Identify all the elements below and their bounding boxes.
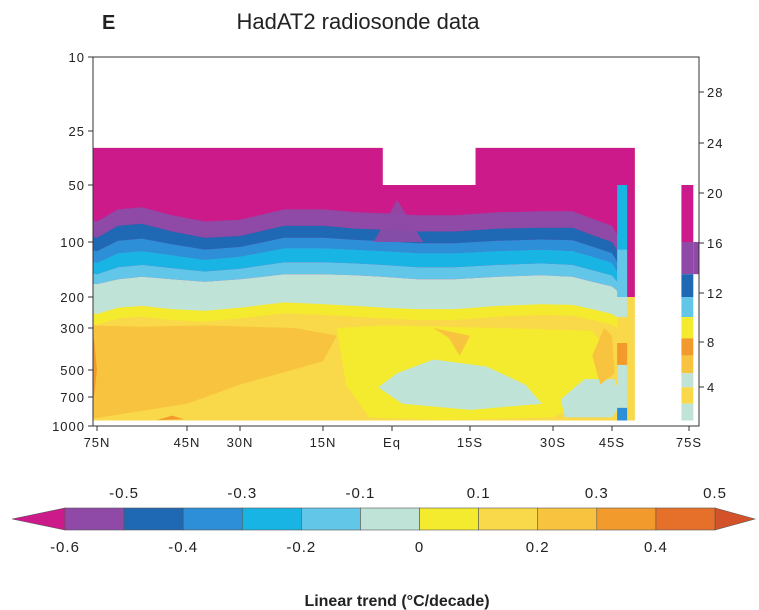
x-tick-label: 75N bbox=[84, 435, 111, 450]
panel-label: E bbox=[102, 12, 115, 34]
strip-75s-6 bbox=[681, 355, 694, 374]
edge-strip-1 bbox=[617, 249, 628, 297]
patch-gold-nh bbox=[93, 325, 337, 419]
colorbar-top-label: 0.1 bbox=[467, 485, 491, 502]
y-right-tick-label: 8 bbox=[707, 335, 715, 350]
colorbar-bottom-label: 0.2 bbox=[526, 539, 550, 556]
colorbar-swatch bbox=[419, 507, 479, 531]
right-altitude-axis: 28 24 20 16 12 8 4 bbox=[699, 85, 723, 395]
strip-75s-9 bbox=[681, 403, 694, 421]
strip-75s-1 bbox=[681, 242, 694, 275]
edge-strip-5 bbox=[617, 364, 628, 408]
edge-strip-0 bbox=[617, 185, 628, 250]
y-right-tick-label: 4 bbox=[707, 380, 715, 395]
y-left-tick-label: 200 bbox=[60, 290, 85, 305]
strip-75s-7 bbox=[681, 373, 694, 388]
band-light-blue bbox=[93, 262, 625, 297]
colorbar-swatch bbox=[182, 507, 243, 531]
edge-strip-2 bbox=[617, 297, 628, 318]
colorbar-swatch bbox=[596, 507, 657, 531]
patch-orange-75n bbox=[93, 338, 97, 398]
colorbar-swatch bbox=[64, 507, 125, 531]
x-tick-label: 30S bbox=[540, 435, 566, 450]
colorbar-arrow-left bbox=[11, 507, 66, 531]
trend-field bbox=[93, 147, 699, 421]
colorbar-swatch bbox=[241, 507, 302, 531]
colorbar-swatch bbox=[123, 507, 184, 531]
band-yellow bbox=[93, 302, 625, 334]
strip-75s-edge bbox=[693, 242, 699, 275]
edge-strip-3 bbox=[617, 317, 628, 343]
patch-orange-nh-base bbox=[157, 415, 184, 421]
colorbar-swatch bbox=[360, 507, 420, 531]
colorbar-bottom-labels: -0.6-0.4-0.200.20.40.6 bbox=[50, 539, 668, 556]
strip-75s-8 bbox=[681, 387, 694, 404]
x-tick-label: Eq bbox=[383, 435, 401, 450]
colorbar-bottom-label: 0 bbox=[415, 539, 424, 556]
y-right-tick-label: 20 bbox=[707, 186, 723, 201]
strip-75s-5 bbox=[681, 338, 694, 356]
band-mint bbox=[93, 274, 625, 323]
band-cyan bbox=[93, 248, 625, 291]
colorbar-swatch bbox=[655, 507, 716, 531]
x-tick-label: 75S bbox=[676, 435, 702, 450]
colorbar-arrow-right bbox=[714, 507, 757, 531]
mask-top bbox=[94, 58, 698, 148]
y-right-tick-label: 28 bbox=[707, 85, 723, 100]
x-tick-label: 30N bbox=[227, 435, 254, 450]
strip-75s-0 bbox=[681, 185, 694, 242]
y-left-tick-label: 500 bbox=[60, 363, 85, 378]
patch-gold-eq bbox=[433, 328, 470, 356]
y-left-tick-label: 25 bbox=[69, 124, 85, 139]
y-right-tick-label: 12 bbox=[707, 286, 723, 301]
colorbar-top-label: 0.3 bbox=[585, 485, 609, 502]
y-left-tick-label: 10 bbox=[69, 50, 85, 65]
y-right-tick-label: 16 bbox=[707, 236, 723, 251]
x-tick-label: 15S bbox=[457, 435, 483, 450]
strip-75s-4 bbox=[681, 317, 694, 339]
colorbar-top-label: -0.5 bbox=[109, 485, 139, 502]
patch-mint-eq bbox=[378, 359, 542, 410]
x-tick-label: 45N bbox=[174, 435, 201, 450]
y-left-tick-label: 50 bbox=[69, 178, 85, 193]
colorbar-top-labels: -0.5 -0.3 -0.1 0.1 0.3 0.5 bbox=[109, 485, 727, 502]
colorbar-top-label: -0.3 bbox=[227, 485, 257, 502]
colorbar-top-label: -0.1 bbox=[346, 485, 376, 502]
strip-75s-3 bbox=[681, 297, 694, 318]
colorbar-bottom-label: 0.4 bbox=[644, 539, 668, 556]
y-left-tick-label: 100 bbox=[60, 235, 85, 250]
mask-bottom bbox=[94, 420, 698, 425]
y-right-tick-label: 24 bbox=[707, 136, 723, 151]
strip-75s-2 bbox=[681, 274, 694, 297]
y-left-tick-label: 1000 bbox=[52, 419, 85, 434]
colorbar-bottom-label: -0.2 bbox=[286, 539, 316, 556]
colorbar-swatch bbox=[301, 507, 361, 531]
colorbar-top-label: 0.5 bbox=[703, 485, 727, 502]
chart-title: HadAT2 radiosonde data bbox=[237, 9, 481, 34]
x-tick-label: 15N bbox=[310, 435, 337, 450]
colorbar-bottom-label: -0.4 bbox=[168, 539, 198, 556]
colorbar-swatch bbox=[478, 507, 539, 531]
band-blue bbox=[93, 237, 625, 285]
band-purple bbox=[93, 207, 625, 263]
x-tick-label: 45S bbox=[599, 435, 625, 450]
band-dark-blue bbox=[93, 223, 625, 275]
band-purple-eq bbox=[373, 199, 424, 242]
patch-mint-sh bbox=[560, 379, 623, 418]
colorbar-bottom-label: -0.6 bbox=[50, 539, 80, 556]
left-pressure-axis: 10 25 50 100 200 300 500 700 1000 bbox=[52, 50, 93, 434]
colorbar-title: Linear trend (°C/decade) bbox=[304, 593, 489, 610]
edge-strip-6 bbox=[617, 407, 628, 421]
missing-data-masks bbox=[94, 58, 700, 425]
colorbar bbox=[11, 507, 757, 531]
edge-strip-4 bbox=[617, 342, 628, 365]
patch-gold-sh bbox=[592, 328, 615, 385]
y-left-tick-label: 300 bbox=[60, 321, 85, 336]
colorbar-swatch bbox=[537, 507, 598, 531]
x-axis: 75N 45N 30N 15N Eq 15S 30S 45S 75S bbox=[84, 426, 702, 450]
y-left-tick-label: 700 bbox=[60, 390, 85, 405]
